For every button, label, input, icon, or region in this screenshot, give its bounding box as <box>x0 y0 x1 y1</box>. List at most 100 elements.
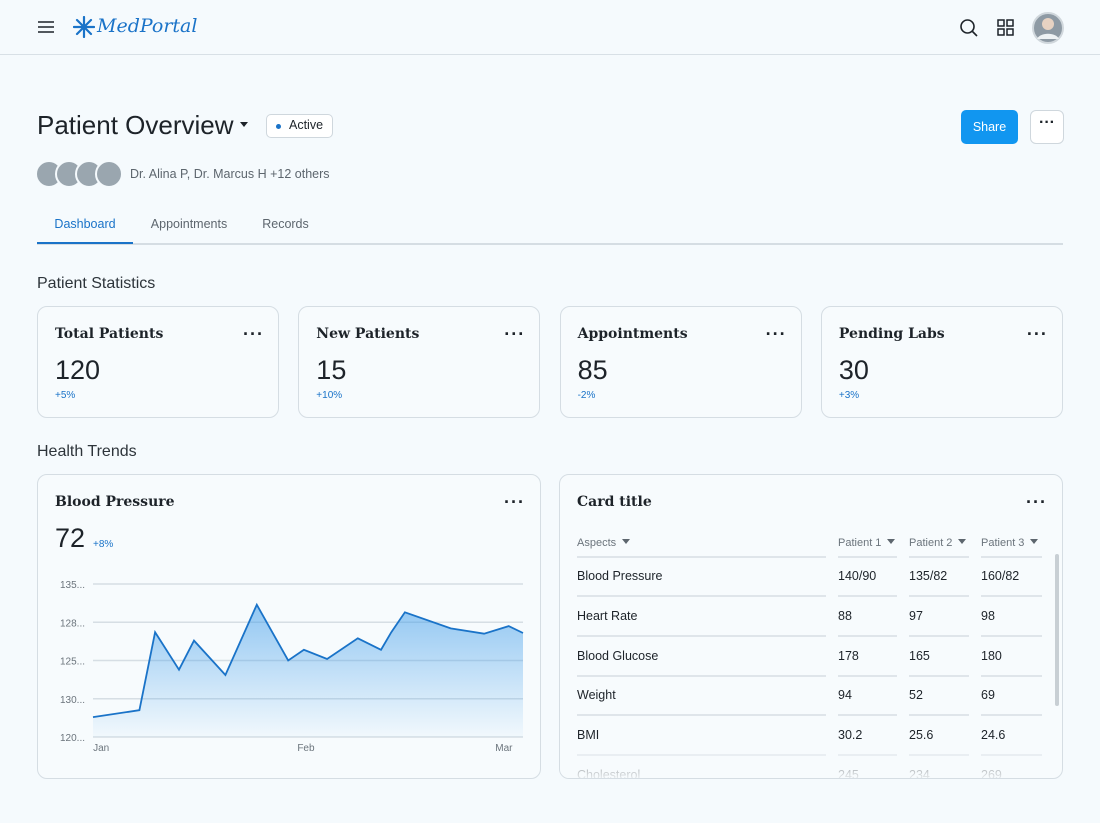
card-menu[interactable]: ··· <box>504 324 526 344</box>
column-header[interactable]: Patient 3 <box>981 537 1039 549</box>
table-card: Card title ··· Aspects Patient 1 Patient 2… <box>559 474 1063 779</box>
header-divider <box>838 556 897 558</box>
stat-card: Total Patients ··· 120 +5% <box>37 306 279 418</box>
row-divider <box>981 595 1042 597</box>
header-divider <box>577 556 826 558</box>
row-divider <box>909 595 969 597</box>
y-tick-label: 135... <box>60 580 85 591</box>
table-cell: 178 <box>838 648 859 663</box>
card-menu[interactable]: ··· <box>243 324 264 344</box>
search-icon[interactable] <box>959 18 979 38</box>
line-chart: 120... 130... 125... 128... 135... Jan Feb Mar <box>60 580 524 754</box>
stat-change: -2% <box>577 390 596 401</box>
card-menu[interactable]: ··· <box>1026 324 1048 344</box>
table-cell: 180 <box>981 648 1002 663</box>
y-tick-label: 130... <box>60 695 85 706</box>
table-cell: 69 <box>981 688 995 703</box>
row-divider <box>577 674 826 677</box>
line <box>92 602 524 718</box>
card-menu[interactable]: ··· <box>765 324 787 344</box>
sort-caret[interactable] <box>622 539 631 545</box>
stat-label: New Patients <box>316 326 420 342</box>
x-tick-label: Mar <box>495 743 513 754</box>
stat-value: 30 <box>838 355 869 385</box>
apps-icon[interactable] <box>997 19 1015 37</box>
table-cell: Heart Rate <box>577 608 638 623</box>
status-badge: Active <box>266 114 334 138</box>
stat-label: Pending Labs <box>838 326 945 342</box>
table-cell: 30.2 <box>838 728 863 743</box>
stat-change: +10% <box>316 390 343 401</box>
row-divider <box>909 714 969 717</box>
sort-caret[interactable] <box>958 539 967 545</box>
table-cell: 165 <box>909 648 930 663</box>
row-divider <box>838 634 897 637</box>
section-title: Health Trends <box>37 443 137 460</box>
y-tick-label: 128... <box>60 618 85 629</box>
x-tick-label: Jan <box>93 743 109 754</box>
table-cell: 25.6 <box>909 728 934 743</box>
title-caret[interactable] <box>239 121 251 129</box>
column-header[interactable]: Aspects <box>577 537 631 549</box>
row-divider <box>838 714 897 717</box>
table-cell: Blood Pressure <box>577 569 663 583</box>
row-divider <box>981 674 1042 677</box>
card-title: Card title <box>577 494 652 510</box>
stat-value: 85 <box>577 355 608 385</box>
row-divider <box>577 714 826 717</box>
metric-change: +8% <box>93 539 114 550</box>
tab[interactable]: Appointments <box>150 217 228 231</box>
scrollbar <box>1055 554 1059 706</box>
share-button[interactable]: Share <box>961 110 1018 144</box>
sort-caret[interactable] <box>887 539 896 545</box>
status-text: Active <box>289 118 324 132</box>
collaborator-avatars <box>36 160 123 188</box>
header-divider <box>981 556 1042 558</box>
tab[interactable]: Records <box>262 217 309 231</box>
table-cell: 97 <box>909 608 923 623</box>
stat-change: +5% <box>55 390 76 401</box>
card-menu[interactable]: ··· <box>504 492 525 512</box>
user-avatar[interactable] <box>1032 12 1064 44</box>
tab[interactable]: Dashboard <box>37 206 133 244</box>
menu-icon[interactable] <box>37 19 55 35</box>
y-tick-label: 125... <box>60 657 85 668</box>
x-tick-label: Feb <box>297 743 315 754</box>
stat-change: +3% <box>838 390 860 401</box>
table-cell: 24.6 <box>981 728 1006 743</box>
stat-value: 15 <box>316 355 347 385</box>
column-header[interactable]: Patient 2 <box>909 537 967 549</box>
top-bar <box>0 0 1100 55</box>
table-cell: 52 <box>909 688 923 703</box>
table-cell: 140/90 <box>838 569 877 583</box>
stat-value: 120 <box>55 355 101 385</box>
table-cell: 160/82 <box>981 569 1020 583</box>
card-menu[interactable]: ··· <box>1026 492 1047 512</box>
row-divider <box>981 634 1042 637</box>
metric-value: 72 <box>55 523 86 553</box>
column-header[interactable]: Patient 1 <box>838 537 896 549</box>
stat-card: Appointments ··· 85 -2% <box>559 306 802 418</box>
row-divider <box>981 714 1042 717</box>
tab-divider <box>37 243 1063 245</box>
table-cell: 98 <box>981 608 995 623</box>
stat-card: New Patients ··· 15 +10% <box>298 306 541 418</box>
header-divider <box>909 556 969 558</box>
more-button[interactable]: ··· <box>1030 110 1064 144</box>
section-title: Patient Statistics <box>37 275 156 292</box>
row-divider <box>577 595 826 597</box>
stat-card: Pending Labs ··· 30 +3% <box>820 306 1063 418</box>
stat-label: Appointments <box>577 326 688 342</box>
row-divider <box>909 674 969 677</box>
sort-caret[interactable] <box>1030 539 1039 545</box>
fade <box>560 750 1050 778</box>
table-cell: Blood Glucose <box>577 648 659 663</box>
row-divider <box>838 674 897 677</box>
stat-label: Total Patients <box>55 326 164 342</box>
page-title: Patient Overview <box>37 110 234 140</box>
area <box>93 604 523 737</box>
table-cell: BMI <box>577 728 600 743</box>
table-cell: 135/82 <box>909 569 948 583</box>
table-cell: Weight <box>577 688 616 703</box>
